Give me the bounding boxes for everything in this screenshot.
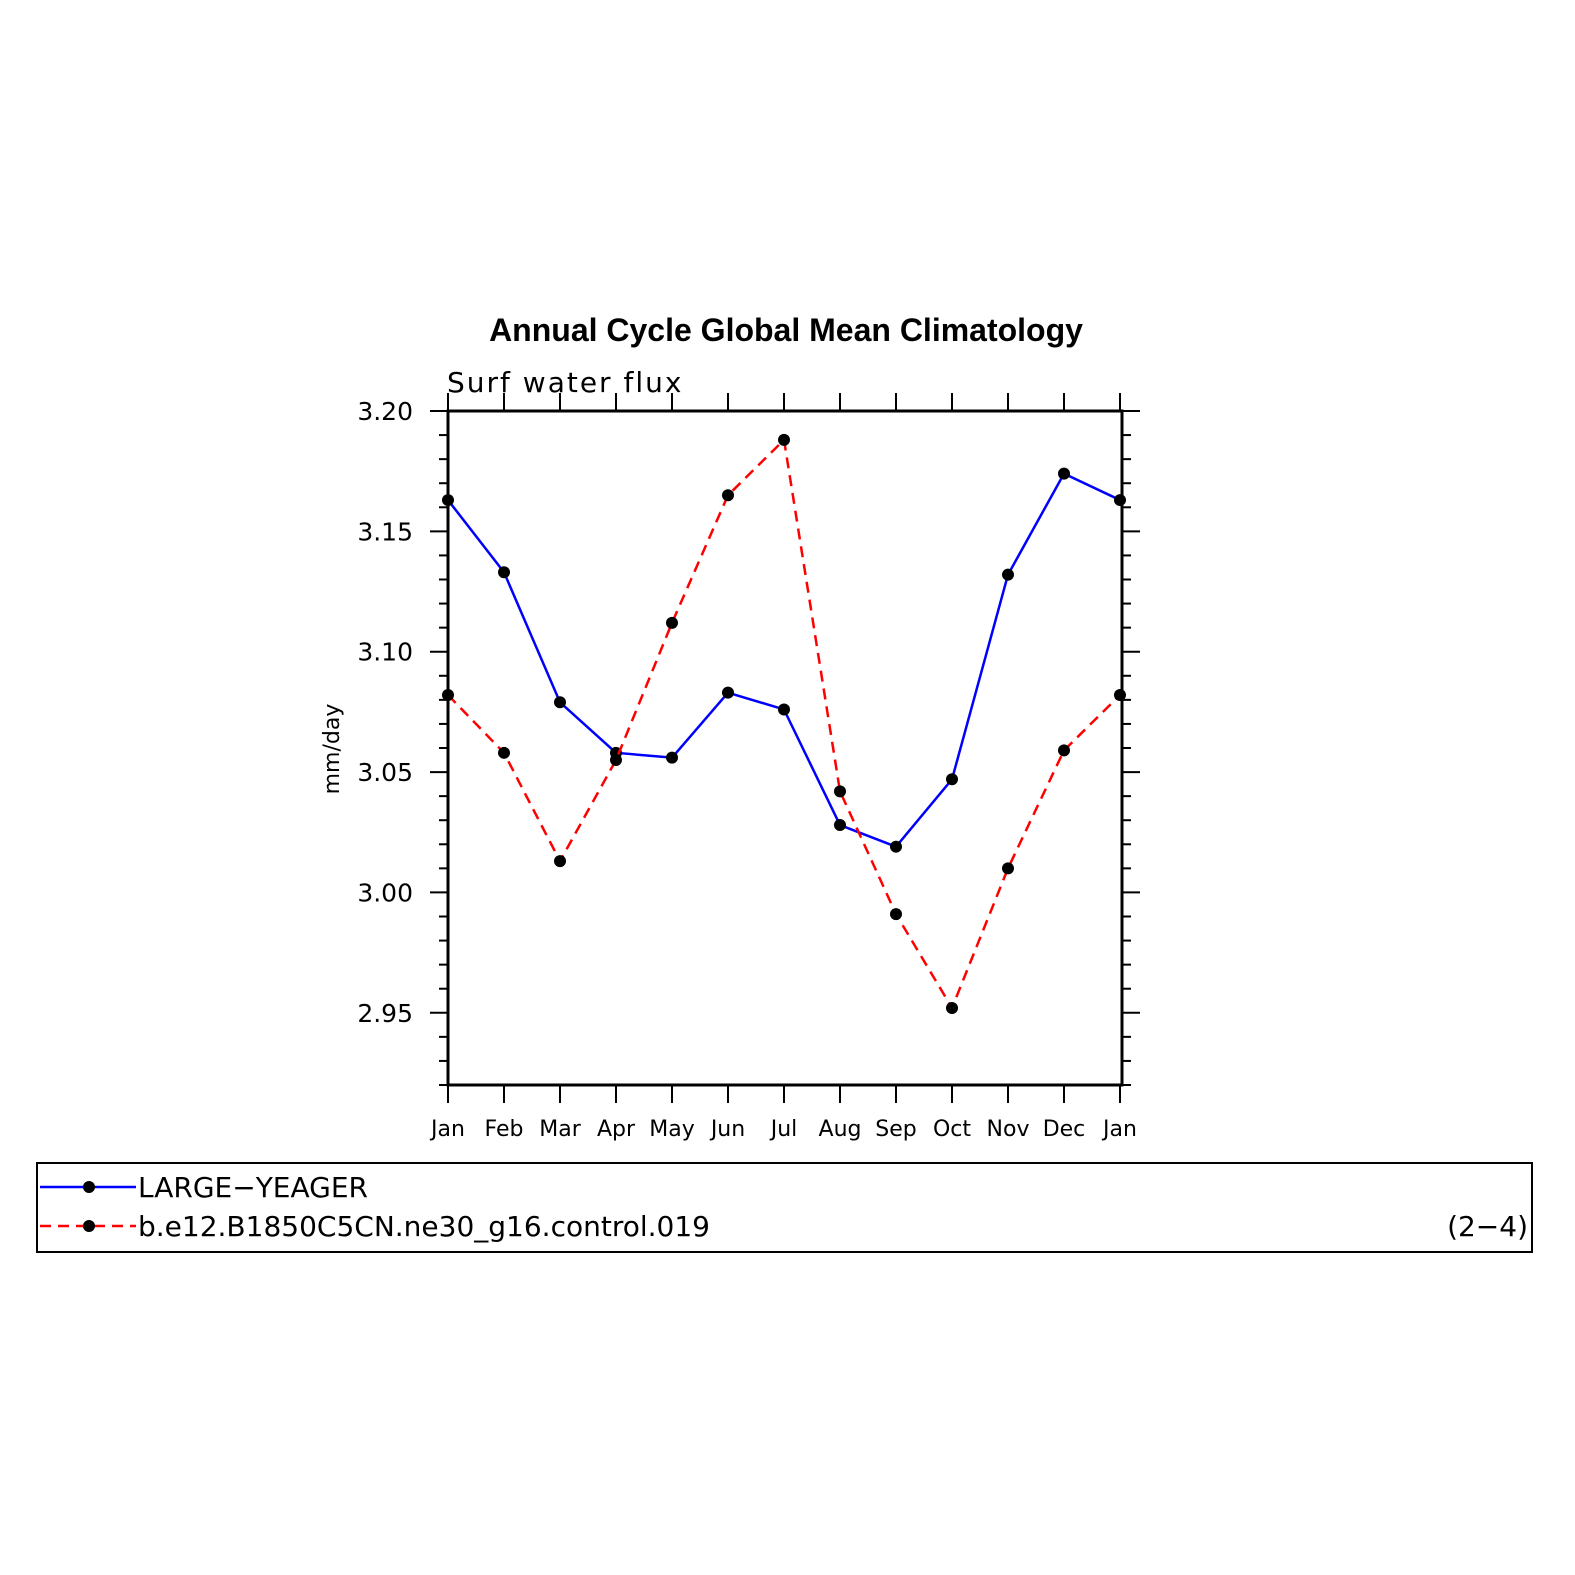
x-tick-label: Jul [769, 1117, 798, 1142]
data-point [778, 433, 790, 446]
x-tick-label: Dec [1043, 1117, 1086, 1142]
x-tick-label: Nov [987, 1117, 1030, 1142]
y-tick-label: 3.20 [357, 397, 413, 426]
x-tick-label: Apr [597, 1117, 636, 1142]
axis-ticks [430, 393, 1140, 1103]
legend-marker-large-yeager [83, 1181, 95, 1193]
series-line [447, 472, 1121, 848]
data-point [498, 746, 510, 759]
x-tick-label: Aug [819, 1117, 862, 1142]
y-axis-label: mm/day [320, 704, 345, 795]
x-tick-label: Mar [539, 1117, 581, 1142]
y-tick-label: 3.15 [357, 517, 413, 546]
data-point [890, 908, 902, 921]
x-tick-label: Sep [875, 1117, 916, 1142]
y-tick-label: 2.95 [357, 999, 413, 1028]
series-large-yeager [442, 467, 1126, 853]
y-tick-label: 3.05 [357, 758, 413, 787]
data-point [722, 489, 734, 502]
chart-subtitle: Surf water flux [447, 366, 683, 399]
data-point [1002, 568, 1014, 581]
data-point [946, 1001, 958, 1014]
data-point [1114, 689, 1126, 702]
x-tick-label: Oct [933, 1117, 971, 1142]
data-point [722, 686, 734, 699]
x-tick-label: Jan [429, 1117, 465, 1142]
data-point [498, 566, 510, 579]
data-point [554, 855, 566, 868]
legend-box [36, 1162, 1533, 1253]
data-point [1058, 744, 1070, 757]
data-point [1002, 862, 1014, 875]
x-tick-label: Feb [485, 1117, 524, 1142]
x-tick-label: May [649, 1117, 694, 1142]
data-point [890, 840, 902, 853]
data-point [610, 754, 622, 767]
data-point [554, 696, 566, 709]
data-point [946, 773, 958, 786]
data-point [834, 785, 846, 798]
chart-title: Annual Cycle Global Mean Climatology [489, 312, 1083, 348]
legend-entry-control: b.e12.B1850C5CN.ne30_g16.control.019 [40, 1210, 710, 1243]
data-point [442, 689, 454, 702]
series-layer [442, 433, 1126, 1014]
legend-marker-control [83, 1220, 95, 1232]
data-point [1058, 467, 1070, 480]
legend-label-large-yeager: LARGE−YEAGER [138, 1171, 368, 1204]
y-tick-label: 3.00 [357, 878, 413, 907]
data-point [778, 703, 790, 716]
legend-entry-large-yeager: LARGE−YEAGER [40, 1171, 368, 1204]
plot-frame [446, 409, 1124, 1087]
data-point [1114, 494, 1126, 507]
x-tick-label: Jan [1101, 1117, 1137, 1142]
data-point [666, 616, 678, 629]
legend-label-control: b.e12.B1850C5CN.ne30_g16.control.019 [138, 1210, 710, 1243]
y-tick-labels: 3.20 3.15 3.10 3.05 3.00 2.95 [357, 397, 413, 1028]
series-line [447, 438, 1121, 1010]
x-tick-labels: Jan Feb Mar Apr May Jun Jul Aug Sep Oct Nov Dec Jan [429, 1117, 1137, 1142]
data-point [442, 494, 454, 507]
data-point [666, 751, 678, 764]
data-point [834, 819, 846, 832]
x-tick-label: Jun [709, 1117, 745, 1142]
y-tick-label: 3.10 [357, 638, 413, 667]
panel-annotation: (2−4) [1447, 1210, 1528, 1243]
series-control [442, 433, 1126, 1014]
